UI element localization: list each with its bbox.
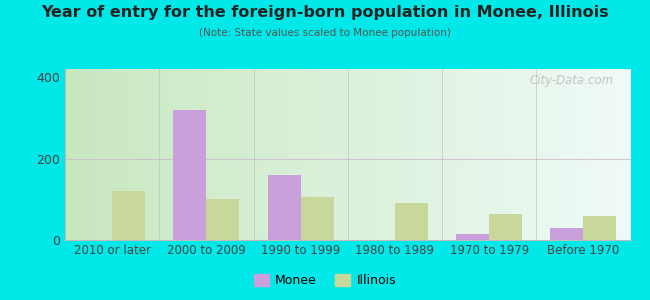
Text: (Note: State values scaled to Monee population): (Note: State values scaled to Monee popu… [199, 28, 451, 38]
Text: Year of entry for the foreign-born population in Monee, Illinois: Year of entry for the foreign-born popul… [41, 4, 609, 20]
Bar [112, 191, 145, 240]
Bar [300, 197, 333, 240]
Legend: Monee, Illinois: Monee, Illinois [249, 269, 401, 292]
Bar [456, 234, 489, 240]
Bar [395, 203, 428, 240]
Text: City-Data.com: City-Data.com [529, 74, 614, 87]
Bar [551, 228, 584, 240]
Bar [584, 216, 616, 240]
Bar [207, 199, 239, 240]
Bar [489, 214, 522, 240]
Bar [174, 110, 207, 240]
Bar [268, 175, 300, 240]
